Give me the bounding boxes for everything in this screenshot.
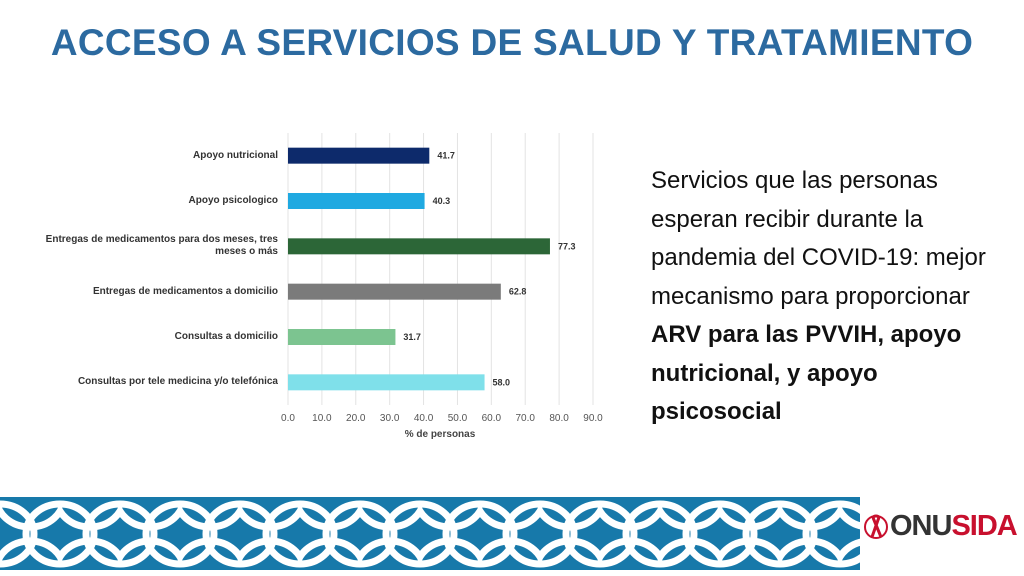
side-text-plain: Servicios que las personas esperan recib…	[651, 167, 986, 310]
x-tick-label: 50.0	[448, 413, 468, 424]
x-tick-label: 20.0	[346, 413, 366, 424]
side-text-bold: ARV para las PVVIH, apoyo nutricional, y…	[651, 321, 962, 425]
x-tick-label: 90.0	[583, 413, 603, 424]
bar	[288, 147, 430, 164]
x-tick-label: 60.0	[482, 413, 502, 424]
logo-part: ONU	[890, 510, 952, 542]
value-label: 41.7	[437, 151, 455, 161]
x-axis-label: % de personas	[405, 429, 476, 440]
x-tick-label: 10.0	[312, 413, 332, 424]
x-tick-label: 80.0	[549, 413, 569, 424]
y-tick-label: Consultas a domicilio	[174, 331, 278, 342]
slide-title: ACCESO A SERVICIOS DE SALUD Y TRATAMIENT…	[50, 22, 974, 63]
x-tick-label: 30.0	[380, 413, 400, 424]
y-tick-label: Entregas de medicamentos para dos meses,…	[45, 234, 278, 258]
value-label: 31.7	[403, 332, 421, 342]
x-tick-label: 0.0	[281, 413, 295, 424]
value-label: 77.3	[558, 241, 576, 251]
side-text: Servicios que las personas esperan recib…	[651, 162, 986, 432]
bar	[288, 193, 425, 209]
logo: ONUSIDA	[866, 510, 1018, 543]
x-tick-label: 70.0	[515, 413, 535, 424]
y-tick-label: Consultas por tele medicina y/o telefóni…	[77, 376, 278, 388]
x-tick-label: 40.0	[414, 413, 434, 424]
y-tick-label: Apoyo nutricional	[193, 149, 278, 161]
decorative-band	[0, 497, 860, 570]
bar	[288, 238, 550, 255]
value-label: 40.3	[433, 196, 451, 206]
value-label: 58.0	[493, 377, 511, 387]
y-tick-label: Apoyo psicologico	[188, 195, 278, 206]
bar	[288, 283, 501, 300]
logo-part: SIDA	[951, 510, 1017, 542]
value-label: 62.8	[509, 287, 527, 297]
plot: 0.0 10.0 20.0 30.0 40.0 50.0 60.0 70.0 80.0 90.0%…	[281, 133, 603, 440]
logo-icon	[864, 514, 888, 539]
bar	[288, 329, 396, 345]
bar	[288, 374, 485, 391]
y-tick-label: Entregas de medicamentos a domicilio	[92, 285, 278, 297]
